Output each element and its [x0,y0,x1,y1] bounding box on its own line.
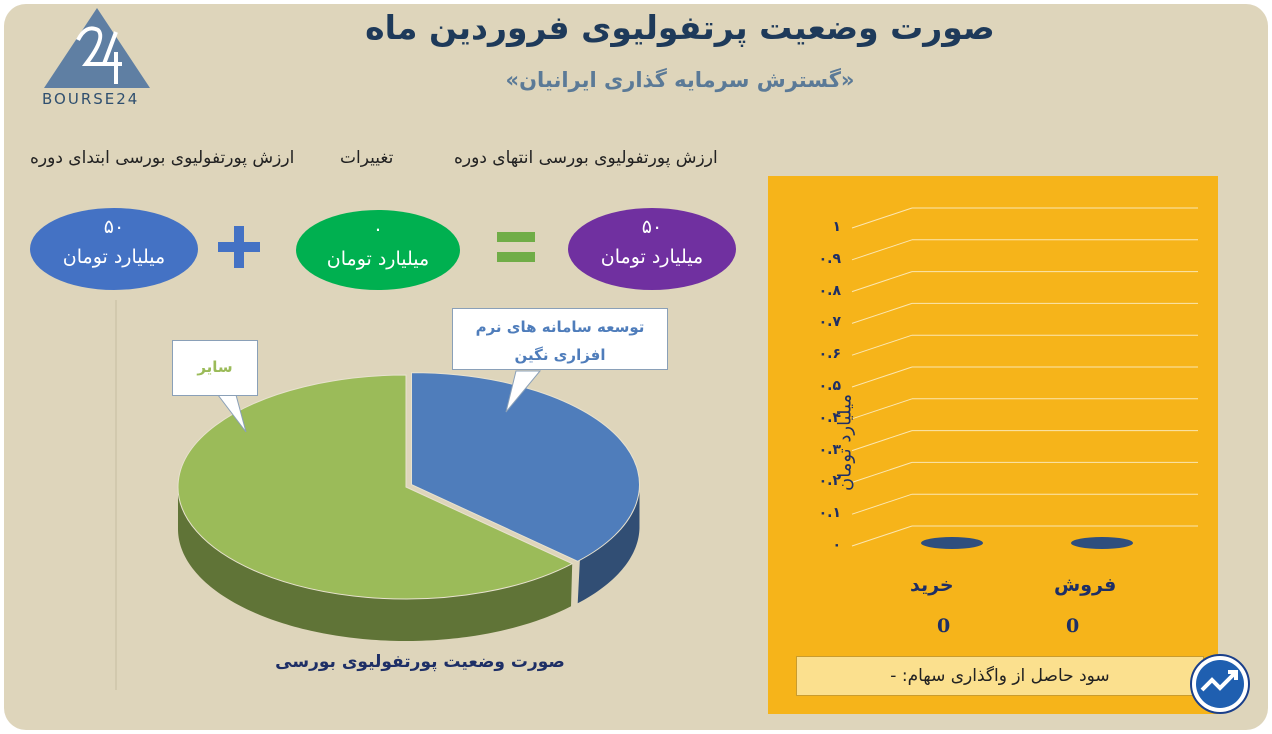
page-title: صورت وضعیت پرتفولیوی فروردین ماه [365,8,995,47]
start-value: ۵۰ [103,216,125,238]
bar-category-buy: خرید [910,574,954,596]
bar-buy [921,537,983,549]
bar-chart-panel [768,176,1218,714]
pie-slice-side [577,484,640,604]
pie-callout-other: سایر [172,340,258,396]
bar-y-tick: ۰.۳ [818,441,841,458]
bar-category-sell: فروش [1054,574,1117,596]
bar-y-tick: ۰.۸ [818,282,841,299]
pie-slice-other [177,374,574,600]
change-unit: میلیارد تومان [326,248,430,270]
bar-y-tick: ۰ [832,537,841,553]
bourse24-logo [44,8,150,88]
pie-chart-title: صورت وضعیت پورتفولیوی بورسی [275,652,565,672]
end-unit: میلیارد تومان [600,246,704,268]
bar-sell [1071,537,1133,549]
bar-y-tick: ۰.۶ [818,346,841,363]
end-value: ۵۰ [641,216,663,238]
bar-value-sell: 0 [1066,615,1080,637]
logo-text: BOURSE24 [42,90,140,108]
bar-y-tick: ۰.۱ [818,505,841,522]
bar-y-tick: ۰.۹ [818,250,841,267]
bar-y-tick: ۰.۴ [818,409,841,426]
pie-slice-side [178,487,573,641]
end-value-label: ارزش پورتفولیوی بورسی انتهای دوره [454,148,718,168]
change-value: ۰ [372,218,384,240]
chart-trend-icon [1190,654,1250,714]
profit-from-sale: سود حاصل از واگذاری سهام: - [796,656,1204,696]
bar-y-tick: ۰.۲ [818,473,841,490]
end-value-ellipse: ۵۰ میلیارد تومان [568,208,736,290]
pie-callout-negin: توسعه سامانه های نرم افزاری نگین [452,308,668,370]
bar-y-tick: ۰.۷ [818,314,841,331]
pie-slice-negin [411,372,641,562]
equals-icon [497,232,535,264]
plus-icon [218,226,260,268]
start-unit: میلیارد تومان [62,246,166,268]
pie-chart [115,300,641,690]
bar-value-buy: 0 [937,615,951,637]
bar-y-tick: ۱ [832,219,841,235]
start-value-ellipse: ۵۰ میلیارد تومان [30,208,198,290]
change-value-ellipse: ۰ میلیارد تومان [296,210,460,290]
page-subtitle: «گسترش سرمایه گذاری ایرانیان» [505,68,855,92]
bar-y-tick: ۰.۵ [818,378,841,394]
bar-chart [851,207,1198,549]
change-label: تغییرات [340,148,394,168]
start-value-label: ارزش پورتفولیوی بورسی ابتدای دوره [30,148,295,168]
